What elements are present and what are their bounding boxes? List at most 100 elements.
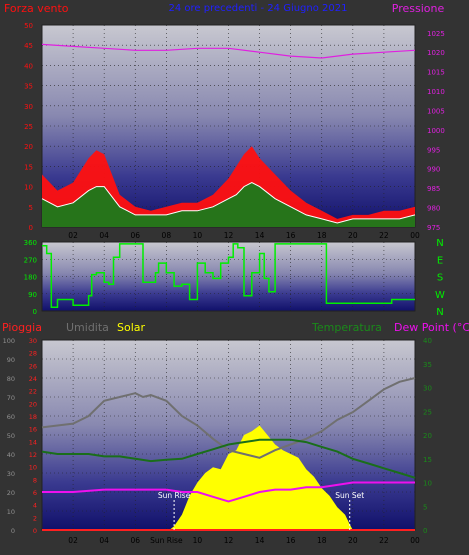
top-left-tick-label: 5 bbox=[29, 204, 33, 212]
wind-axis-label: Forza vento bbox=[4, 2, 69, 15]
bottom-x-tick-label: Sun Rise bbox=[150, 536, 183, 545]
direction-tick-label: 180 bbox=[24, 274, 37, 282]
bottom-series: Sun Rise Sun Set bbox=[41, 377, 416, 531]
wind-direction-line bbox=[42, 243, 415, 308]
bottom-x-tick-label: 18 bbox=[317, 536, 327, 545]
bottom-x-tick-label: 14 bbox=[255, 536, 265, 545]
direction-compass-label: N bbox=[436, 238, 443, 249]
top-left-tick-label: 0 bbox=[29, 224, 33, 232]
rain-tick-label: 30 bbox=[29, 337, 37, 345]
temperature-tick-label: 30 bbox=[423, 385, 432, 393]
top-x-tick-label: 00 bbox=[410, 231, 420, 240]
wind-gust-area bbox=[42, 146, 415, 227]
top-x-tick-label: 02 bbox=[68, 231, 78, 240]
top-left-tick-label: 10 bbox=[24, 184, 33, 192]
top-right-tick-label: 1010 bbox=[427, 88, 445, 96]
temperature-tick-label: 15 bbox=[423, 456, 432, 464]
humidity-axis-label: Umidita bbox=[66, 321, 109, 334]
bottom-axes: 0102030405060708090100024681012141618202… bbox=[3, 337, 432, 545]
top-right-tick-label: 975 bbox=[427, 224, 440, 232]
rain-tick-label: 22 bbox=[29, 388, 37, 396]
bottom-x-tick-label: 06 bbox=[130, 536, 140, 545]
sunset-annotation: Sun Set bbox=[335, 491, 364, 500]
bottom-x-tick-label: 22 bbox=[379, 536, 389, 545]
humidity-tick-label: 30 bbox=[7, 470, 15, 478]
humidity-tick-label: 20 bbox=[7, 489, 15, 497]
bottom-x-tick-label: 00 bbox=[410, 536, 420, 545]
top-x-tick-label: 20 bbox=[348, 231, 358, 240]
top-x-tick-label: 14 bbox=[255, 231, 265, 240]
humidity-tick-label: 10 bbox=[7, 508, 15, 516]
dewpoint-axis-label: Dew Point (°C) bbox=[394, 321, 469, 334]
temperature-line bbox=[41, 438, 416, 479]
rain-tick-label: 10 bbox=[29, 464, 37, 472]
rain-tick-label: 28 bbox=[29, 350, 37, 358]
direction-compass-label: E bbox=[437, 255, 443, 266]
chart-title: 24 ore precedenti - 24 Giugno 2021 bbox=[169, 3, 348, 14]
bottom-x-tick-label: 12 bbox=[224, 536, 234, 545]
rain-tick-label: 26 bbox=[29, 362, 37, 370]
rain-tick-label: 0 bbox=[33, 527, 37, 535]
solar-area bbox=[42, 425, 415, 530]
top-right-tick-label: 1015 bbox=[427, 69, 445, 77]
wind-average-area bbox=[42, 182, 415, 227]
direction-compass-label: N bbox=[436, 307, 443, 318]
top-x-tick-label: 04 bbox=[99, 231, 109, 240]
rain-axis-label: Pioggia bbox=[2, 321, 42, 334]
top-x-tick-label: 22 bbox=[379, 231, 389, 240]
direction-axes: 0 N 90 W 180 S 270 E 360 N bbox=[24, 238, 445, 318]
direction-series bbox=[42, 243, 415, 308]
top-right-tick-label: 990 bbox=[427, 166, 440, 174]
top-right-tick-label: 1020 bbox=[427, 49, 445, 57]
top-x-tick-label: 08 bbox=[162, 231, 172, 240]
bottom-x-tick-label: 16 bbox=[286, 536, 296, 545]
top-right-tick-label: 1000 bbox=[427, 127, 445, 135]
temperature-tick-label: 0 bbox=[423, 527, 427, 535]
bottom-x-tick-label: 04 bbox=[99, 536, 109, 545]
rain-tick-label: 20 bbox=[29, 400, 37, 408]
humidity-tick-label: 70 bbox=[7, 394, 15, 402]
top-left-tick-label: 15 bbox=[24, 163, 33, 171]
humidity-tick-label: 50 bbox=[7, 432, 15, 440]
rain-tick-label: 18 bbox=[29, 413, 37, 421]
temperature-tick-label: 25 bbox=[423, 408, 432, 416]
top-left-tick-label: 25 bbox=[24, 123, 33, 131]
temperature-tick-label: 10 bbox=[423, 480, 432, 488]
dewpoint-line bbox=[42, 481, 415, 503]
humidity-line bbox=[41, 377, 416, 459]
humidity-tick-label: 90 bbox=[7, 356, 15, 364]
temperature-axis-label: Temperatura bbox=[311, 321, 382, 334]
top-x-tick-label: 12 bbox=[224, 231, 234, 240]
top-right-tick-label: 985 bbox=[427, 185, 440, 193]
bottom-x-tick-label: 02 bbox=[68, 536, 78, 545]
top-series bbox=[41, 43, 416, 227]
humidity-tick-label: 80 bbox=[7, 375, 15, 383]
top-left-tick-label: 35 bbox=[24, 83, 33, 91]
direction-compass-label: W bbox=[435, 290, 445, 301]
temperature-tick-label: 35 bbox=[423, 361, 432, 369]
rain-tick-label: 6 bbox=[33, 489, 37, 497]
pressure-line bbox=[41, 43, 416, 59]
rain-tick-label: 2 bbox=[33, 514, 37, 522]
humidity-tick-label: 40 bbox=[7, 451, 15, 459]
rain-tick-label: 14 bbox=[29, 438, 37, 446]
rain-tick-label: 12 bbox=[29, 451, 37, 459]
top-x-tick-label: 16 bbox=[286, 231, 296, 240]
top-left-tick-label: 50 bbox=[24, 22, 33, 30]
humidity-tick-label: 0 bbox=[11, 527, 15, 535]
temperature-tick-label: 40 bbox=[423, 337, 432, 345]
bottom-x-tick-label: 20 bbox=[348, 536, 358, 545]
temperature-tick-label: 5 bbox=[423, 503, 427, 511]
top-left-tick-label: 45 bbox=[24, 42, 33, 50]
rain-tick-label: 8 bbox=[33, 476, 37, 484]
sunrise-annotation: Sun Rise bbox=[158, 491, 191, 500]
humidity-tick-label: 100 bbox=[3, 337, 15, 345]
direction-plot-area bbox=[41, 241, 416, 312]
top-x-tick-label: 10 bbox=[193, 231, 203, 240]
rain-tick-label: 16 bbox=[29, 426, 37, 434]
top-right-tick-label: 980 bbox=[427, 205, 440, 213]
rain-tick-label: 4 bbox=[33, 502, 37, 510]
temperature-tick-label: 20 bbox=[423, 432, 432, 440]
direction-compass-label: S bbox=[437, 273, 443, 284]
